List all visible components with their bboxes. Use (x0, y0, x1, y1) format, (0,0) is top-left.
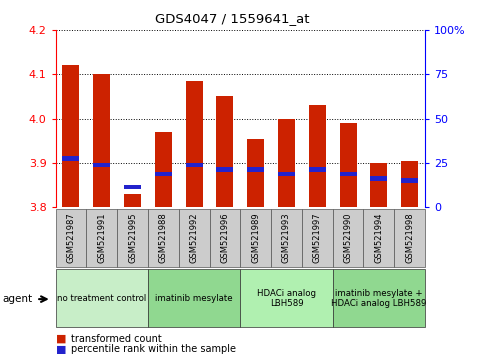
Bar (148, 269, 241, 327)
Bar (309, 167, 326, 172)
Bar (185, 81, 202, 207)
Text: GSM521996: GSM521996 (220, 213, 229, 263)
Text: GSM521997: GSM521997 (313, 213, 322, 263)
Bar (155, 132, 172, 207)
Bar (185, 163, 202, 167)
Text: GSM521994: GSM521994 (374, 213, 384, 263)
Bar (278, 119, 295, 207)
Bar (62, 156, 79, 161)
Bar (210, 209, 240, 267)
Text: transformed count: transformed count (71, 334, 162, 344)
Text: GSM521988: GSM521988 (159, 213, 168, 263)
Bar (93, 74, 110, 207)
Bar (309, 105, 326, 207)
Text: agent: agent (2, 294, 32, 304)
Bar (93, 163, 110, 167)
Bar (240, 269, 333, 327)
Text: GDS4047 / 1559641_at: GDS4047 / 1559641_at (155, 12, 309, 25)
Bar (370, 163, 387, 207)
Bar (401, 161, 418, 207)
Text: GSM521987: GSM521987 (67, 213, 75, 263)
Bar (247, 138, 264, 207)
Bar (333, 269, 425, 327)
Bar (247, 167, 264, 172)
Bar (124, 194, 141, 207)
Bar (394, 209, 425, 267)
Bar (155, 172, 172, 176)
Bar (56, 269, 148, 327)
Bar (278, 172, 295, 176)
Text: percentile rank within the sample: percentile rank within the sample (71, 344, 236, 354)
Text: ■: ■ (56, 334, 66, 344)
Bar (56, 209, 86, 267)
Bar (216, 97, 233, 207)
Bar (240, 209, 271, 267)
Bar (124, 185, 141, 189)
Text: GSM521989: GSM521989 (251, 213, 260, 263)
Text: ■: ■ (56, 344, 66, 354)
Text: GSM521993: GSM521993 (282, 213, 291, 263)
Bar (364, 209, 394, 267)
Bar (340, 123, 356, 207)
Text: GSM521995: GSM521995 (128, 213, 137, 263)
Text: GSM521998: GSM521998 (405, 213, 414, 263)
Text: HDACi analog
LBH589: HDACi analog LBH589 (257, 289, 316, 308)
Bar (302, 209, 333, 267)
Bar (370, 176, 387, 181)
Bar (216, 167, 233, 172)
Text: imatinib mesylate +
HDACi analog LBH589: imatinib mesylate + HDACi analog LBH589 (331, 289, 426, 308)
Bar (62, 65, 79, 207)
Bar (340, 172, 356, 176)
Bar (179, 209, 210, 267)
Bar (401, 178, 418, 183)
Bar (271, 209, 302, 267)
Bar (333, 209, 364, 267)
Text: GSM521992: GSM521992 (190, 213, 199, 263)
Text: GSM521991: GSM521991 (97, 213, 106, 263)
Text: no treatment control: no treatment control (57, 294, 146, 303)
Bar (86, 209, 117, 267)
Text: imatinib mesylate: imatinib mesylate (156, 294, 233, 303)
Text: GSM521990: GSM521990 (343, 213, 353, 263)
Bar (117, 209, 148, 267)
Bar (148, 209, 179, 267)
